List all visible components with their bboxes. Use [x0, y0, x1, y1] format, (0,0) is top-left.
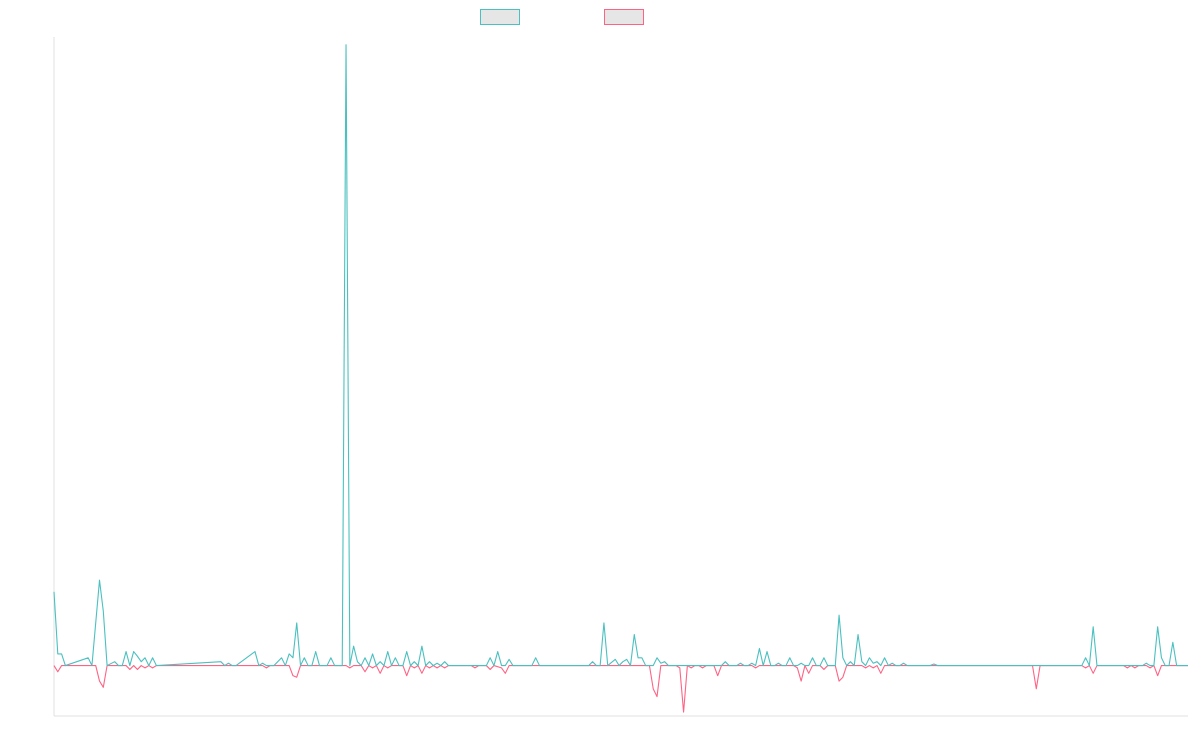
legend-item-series-a[interactable]: [480, 9, 526, 25]
series-layer: [53, 44, 1188, 713]
series-b-line[interactable]: [53, 665, 1188, 713]
legend-swatch-series-b: [604, 9, 644, 25]
series-a-line[interactable]: [53, 44, 1188, 667]
legend-swatch-series-a: [480, 9, 520, 25]
legend-item-series-b[interactable]: [604, 9, 650, 25]
chart-legend: [0, 9, 1200, 27]
